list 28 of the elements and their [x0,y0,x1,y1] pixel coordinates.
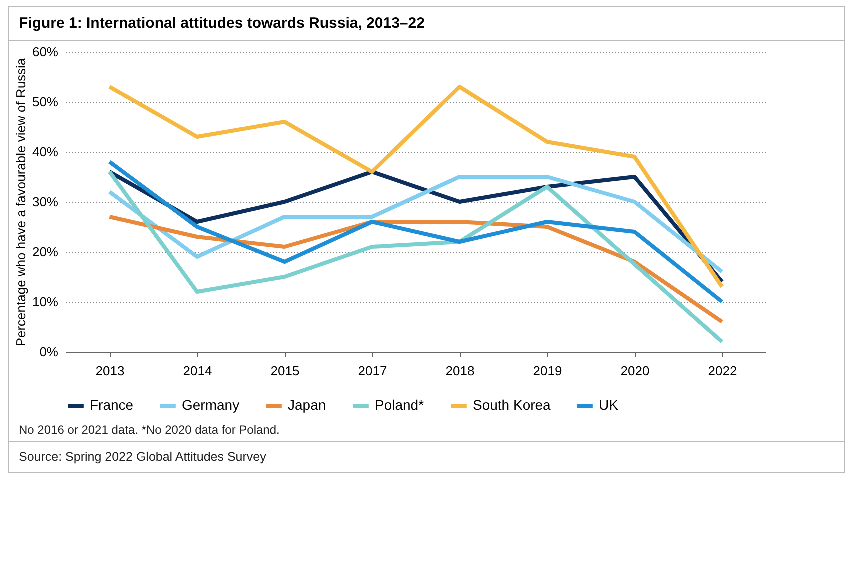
y-tick-label: 50% [32,94,59,110]
x-tick-label: 2015 [270,364,300,378]
chart-title: Figure 1: International attitudes towards Russia, 2013–22 [9,7,844,41]
x-tick-label: 2022 [708,364,738,378]
x-tick-label: 2020 [620,364,650,378]
y-axis-title: Percentage who have a favourable view of Russia [13,58,28,347]
y-tick-label: 60% [32,44,59,60]
legend-label: Japan [288,397,326,413]
legend-label: Poland* [375,397,425,413]
x-tick-label: 2017 [358,364,388,378]
legend-label: South Korea [473,397,552,413]
x-tick-label: 2018 [446,364,475,378]
y-tick-label: 40% [32,144,59,160]
y-tick-label: 30% [32,194,59,210]
source-note: Source: Spring 2022 Global Attitudes Survey [9,441,844,472]
line-series [108,85,724,289]
y-tick-label: 0% [40,344,59,360]
legend-label: UK [599,397,620,413]
legend-label: Germany [182,397,240,413]
text: No 2016 or 2021 data. *No 2020 data for Poland. [18,422,281,439]
y-tick-label: 20% [32,244,59,260]
x-tick-label: 2013 [96,364,125,378]
line-series [108,160,724,304]
line-series [108,170,724,344]
y-tick-label: 10% [32,294,59,310]
x-tick-label: 2014 [183,364,212,378]
legend-label: France [90,397,134,413]
x-tick-label: 2019 [533,364,562,378]
